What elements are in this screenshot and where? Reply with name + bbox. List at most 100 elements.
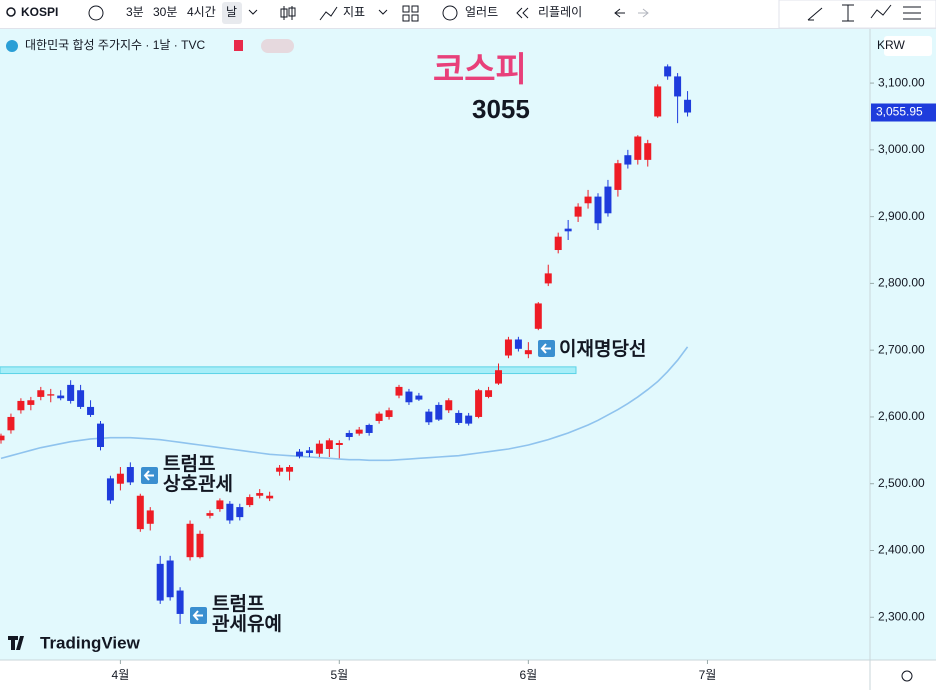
candle-body [495,370,502,384]
candle-body [574,206,582,217]
y-tick-label: 3,100.00 [878,75,925,89]
annotation: 이재명당선 [559,338,646,360]
annotation: 관세유예 [212,613,282,635]
add-icon[interactable] [88,5,104,21]
candle-body [17,400,25,411]
y-tick-label: 2,700.00 [878,342,925,356]
last-price-label: 3,055.95 [876,105,923,119]
candle-body [166,560,174,598]
x-tick-label: 4월 [112,668,130,682]
y-tick-label: 2,900.00 [878,209,925,223]
candle-body [116,473,124,484]
candle-body [345,432,353,437]
y-tick-label: 2,300.00 [878,609,925,623]
horizontal-band [0,366,577,375]
x-tick-label: 5월 [330,668,348,682]
candle-body [296,451,303,457]
draw-icon[interactable] [807,7,823,21]
annotation: 상호관세 [163,473,233,495]
candle-body [514,339,522,349]
candle-body [355,429,363,434]
legend-toggle[interactable] [261,39,294,53]
candle-body [97,423,104,447]
price-axis [870,29,936,660]
symbol[interactable]: KOSPI [21,5,58,19]
candle-body [0,435,5,441]
candle-body [186,523,194,558]
settings-icon[interactable] [901,670,913,682]
candle-body [654,86,662,117]
symbol-icon [6,40,18,52]
dropdown-icon[interactable] [248,9,258,15]
redo-icon[interactable] [638,8,649,18]
currency: KRW [877,38,905,52]
undo-icon[interactable] [614,8,625,18]
candle-body [644,143,652,160]
y-tick-label: 2,600.00 [878,409,925,423]
candle-body [286,467,294,472]
candle-body [67,384,75,401]
candle-body [465,415,473,424]
candle-body [664,66,672,77]
search-icon[interactable] [6,7,16,17]
candle-body [534,303,542,329]
candle-body [196,533,204,558]
flag-icon [234,40,243,51]
candle-body [455,412,463,423]
alerts[interactable]: 얼러트 [465,5,498,19]
candle-body [77,390,85,407]
candle-body [674,76,682,97]
currency-box[interactable] [884,36,932,56]
draw-icon[interactable] [842,4,854,22]
interval[interactable]: 날 [226,5,237,19]
indicators[interactable]: 지표 [343,5,365,19]
annotation-title: 코스피 [433,51,527,89]
y-tick-label: 2,800.00 [878,276,925,290]
candle-body [206,513,214,516]
replay-icon[interactable] [516,7,529,19]
candle-body [156,563,164,601]
candle-body [47,394,55,396]
plot-area [0,29,870,660]
candle-body [594,196,602,224]
candle-body [146,510,154,524]
chart-type-icon[interactable] [280,6,296,20]
interval[interactable]: 4시간 [187,5,216,19]
draw-icon[interactable] [903,6,921,20]
drawing-toolbar [778,0,936,29]
candle-body [305,450,313,454]
candle-body [604,186,612,214]
candle-body [7,416,15,431]
annotation: 트럼프 [212,593,264,615]
interval-active [222,2,242,24]
y-tick-label: 2,400.00 [878,543,925,557]
arrow [540,343,551,354]
candle-body [226,503,234,521]
candle-body [634,136,642,160]
draw-icon[interactable] [870,4,892,19]
y-tick-label: 3,000.00 [878,142,925,156]
interval[interactable]: 3분 [126,5,144,19]
interval[interactable]: 30분 [153,5,177,19]
candle-body [564,228,572,232]
alert-icon[interactable] [442,5,458,21]
candle-body [236,507,244,518]
dropdown-icon[interactable] [378,9,388,15]
candle-body [266,495,274,499]
candle-body [126,467,134,483]
replay[interactable]: 리플레이 [538,5,582,19]
candle-body [276,467,284,472]
x-tick-label: 6월 [519,668,537,682]
candle-body [365,424,373,433]
candle-body [624,155,632,165]
y-tick-label: 2,500.00 [878,476,925,490]
indicator-icon[interactable] [319,6,338,21]
chart-title: 대한민국 합성 주가지수 · 1날 · TVC [25,38,205,52]
candle-body [335,442,343,445]
last-price-marker [871,103,936,122]
candle-body [87,406,95,415]
candle-body [27,400,35,405]
x-tick-label: 7월 [699,668,717,682]
layout-icon[interactable] [402,5,419,22]
